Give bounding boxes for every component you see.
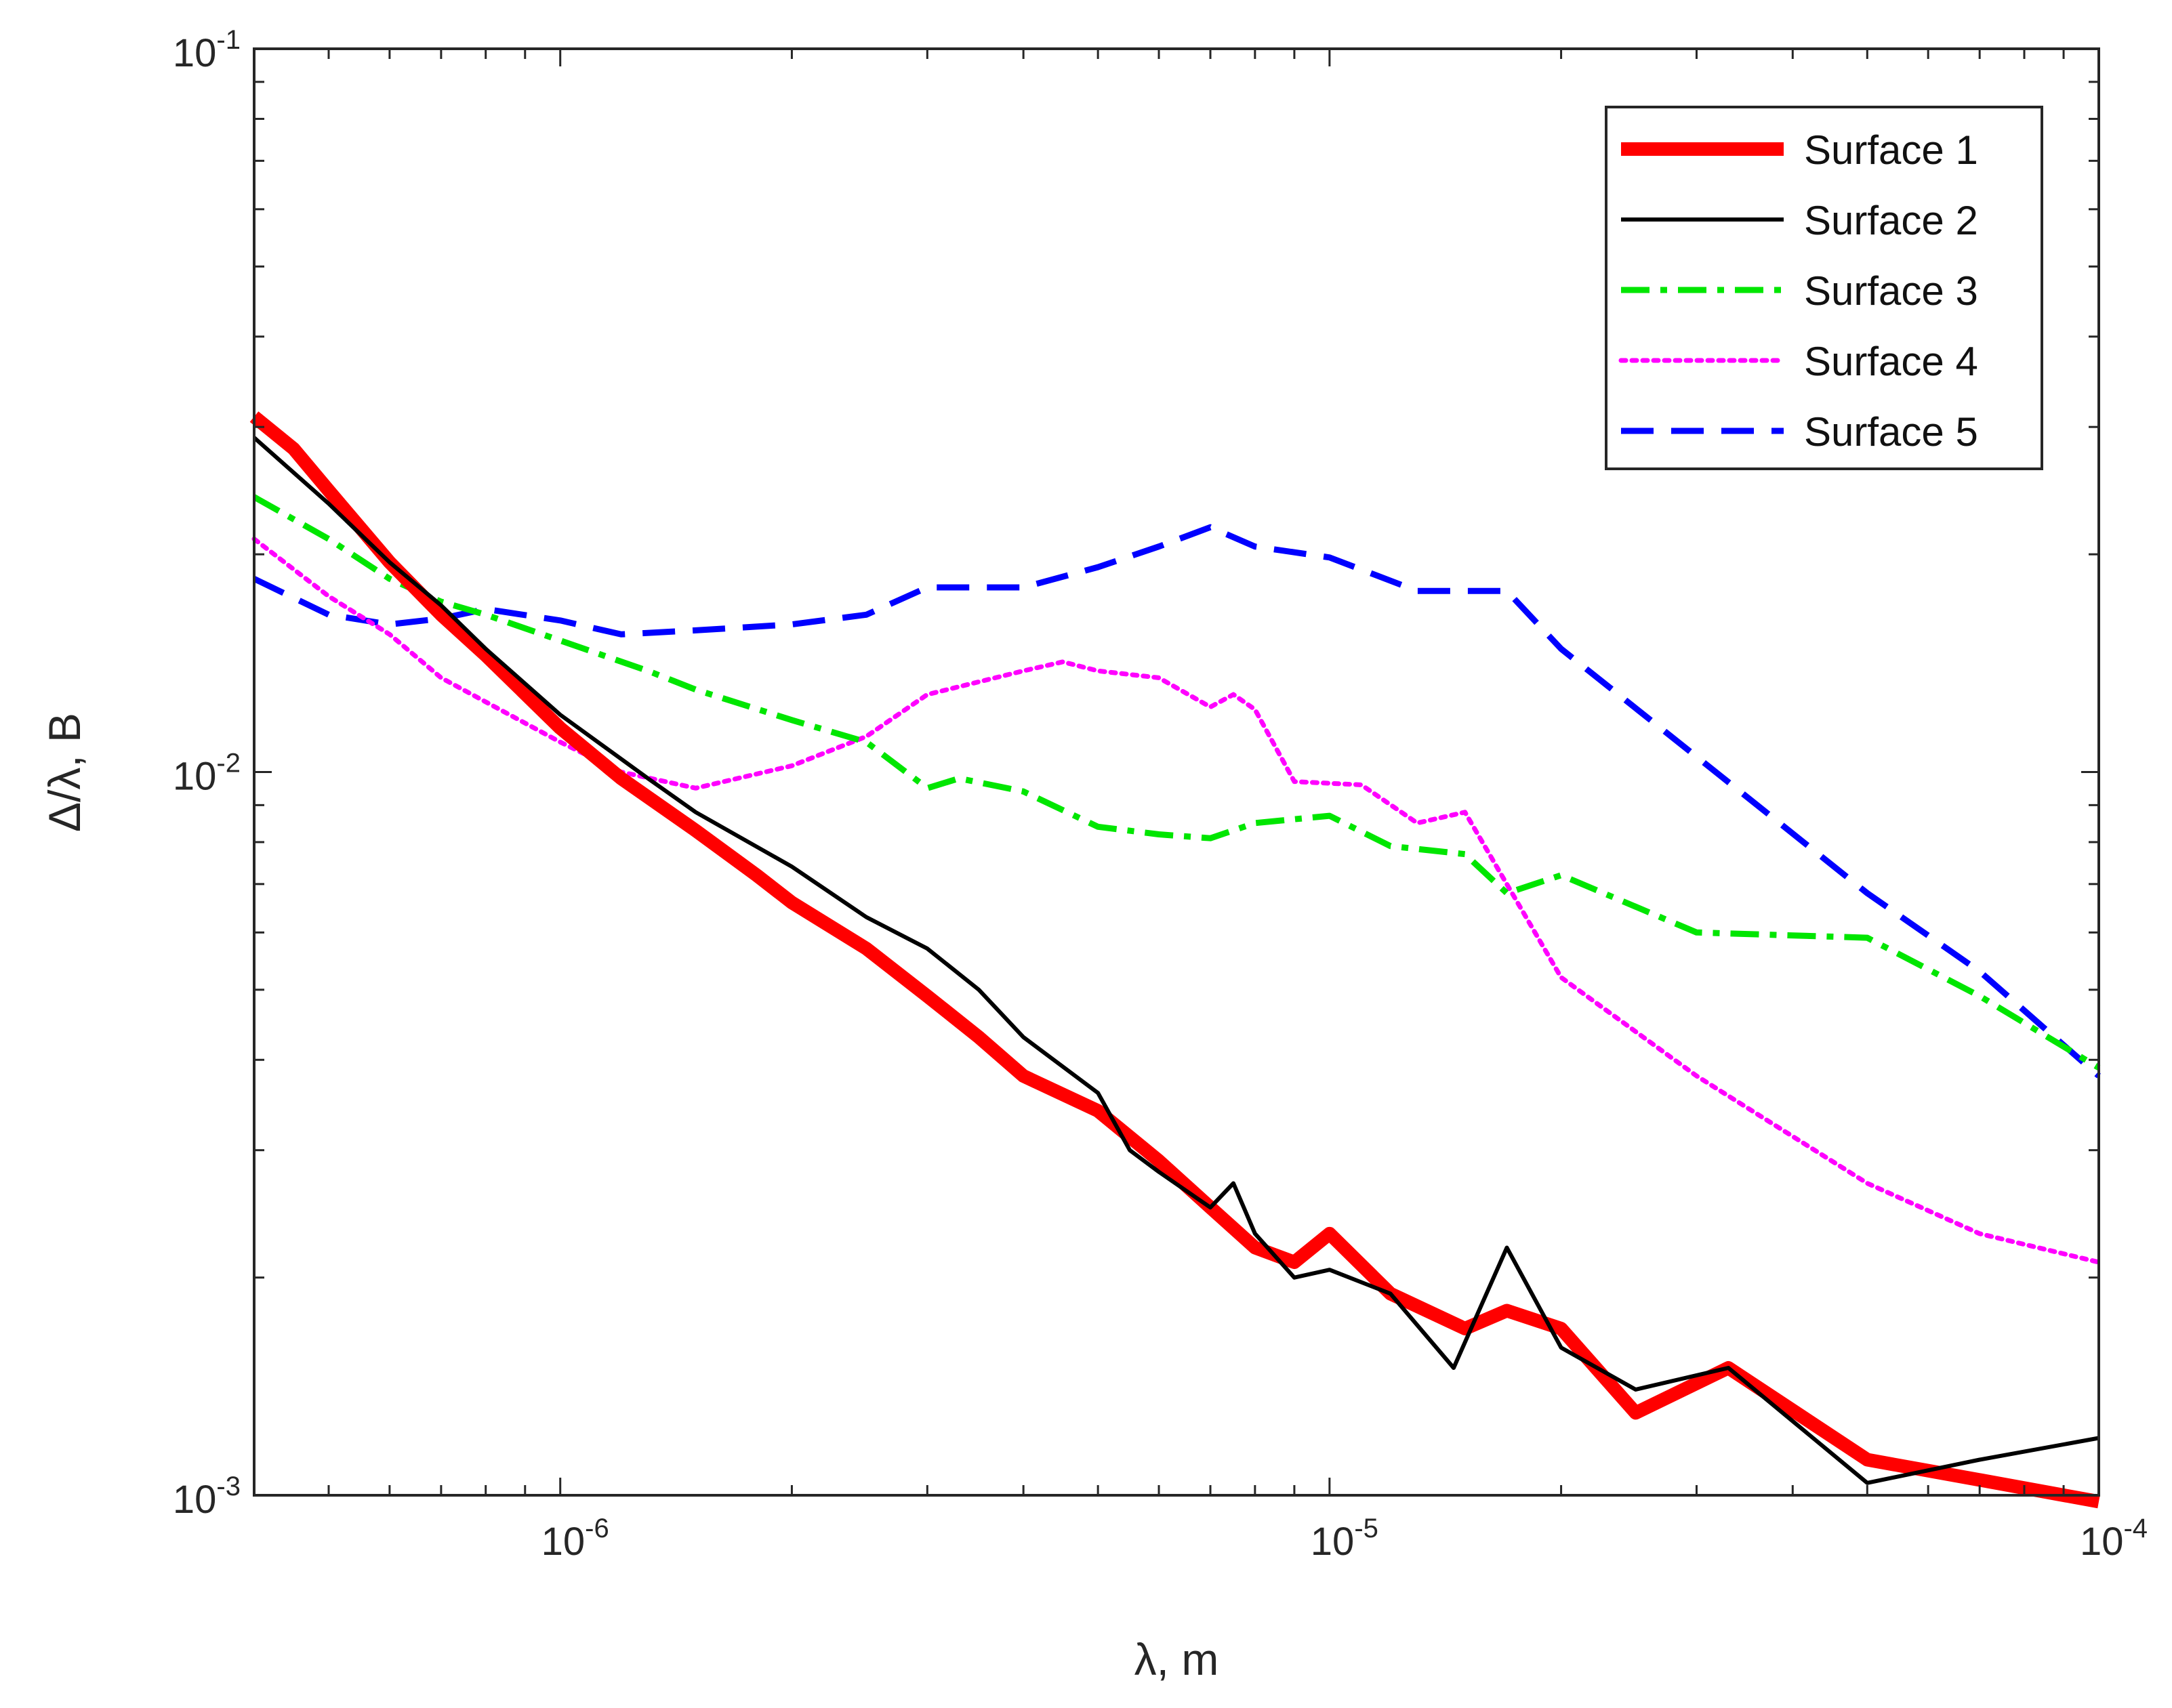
legend-label-1: Surface 1 [1804,127,1978,173]
series-line-2 [253,436,2099,1485]
series-line-1 [249,411,2100,1509]
y-tick-label: 10-3 [173,1472,241,1522]
y-tick-label: 10-2 [173,749,241,799]
legend-label-3: Surface 3 [1804,268,1978,314]
x-tick-label: 10-4 [2080,1514,2148,1564]
y-axis-label: Δ/λ, B [39,713,89,832]
legend: Surface 1 Surface 2 Surface 3 Surface 4 Surf… [1605,106,2043,470]
legend-label-4: Surface 4 [1804,339,1978,384]
series-line-4 [251,537,2102,1265]
x-tick-label: 10-6 [541,1514,609,1564]
series-line-3 [252,494,2101,1070]
plot-series [249,411,2102,1509]
x-tick-label: 10-5 [1311,1514,1378,1564]
legend-label-5: Surface 5 [1804,409,1978,455]
series-line-5 [253,524,2101,1079]
x-axis-label: λ, m [1134,1634,1219,1684]
axis-ticks: 10-6 10-5 10-4 10-3 10-2 10-1 [173,25,2148,1564]
y-tick-label: 10-1 [173,25,241,75]
legend-label-2: Surface 2 [1804,198,1978,243]
